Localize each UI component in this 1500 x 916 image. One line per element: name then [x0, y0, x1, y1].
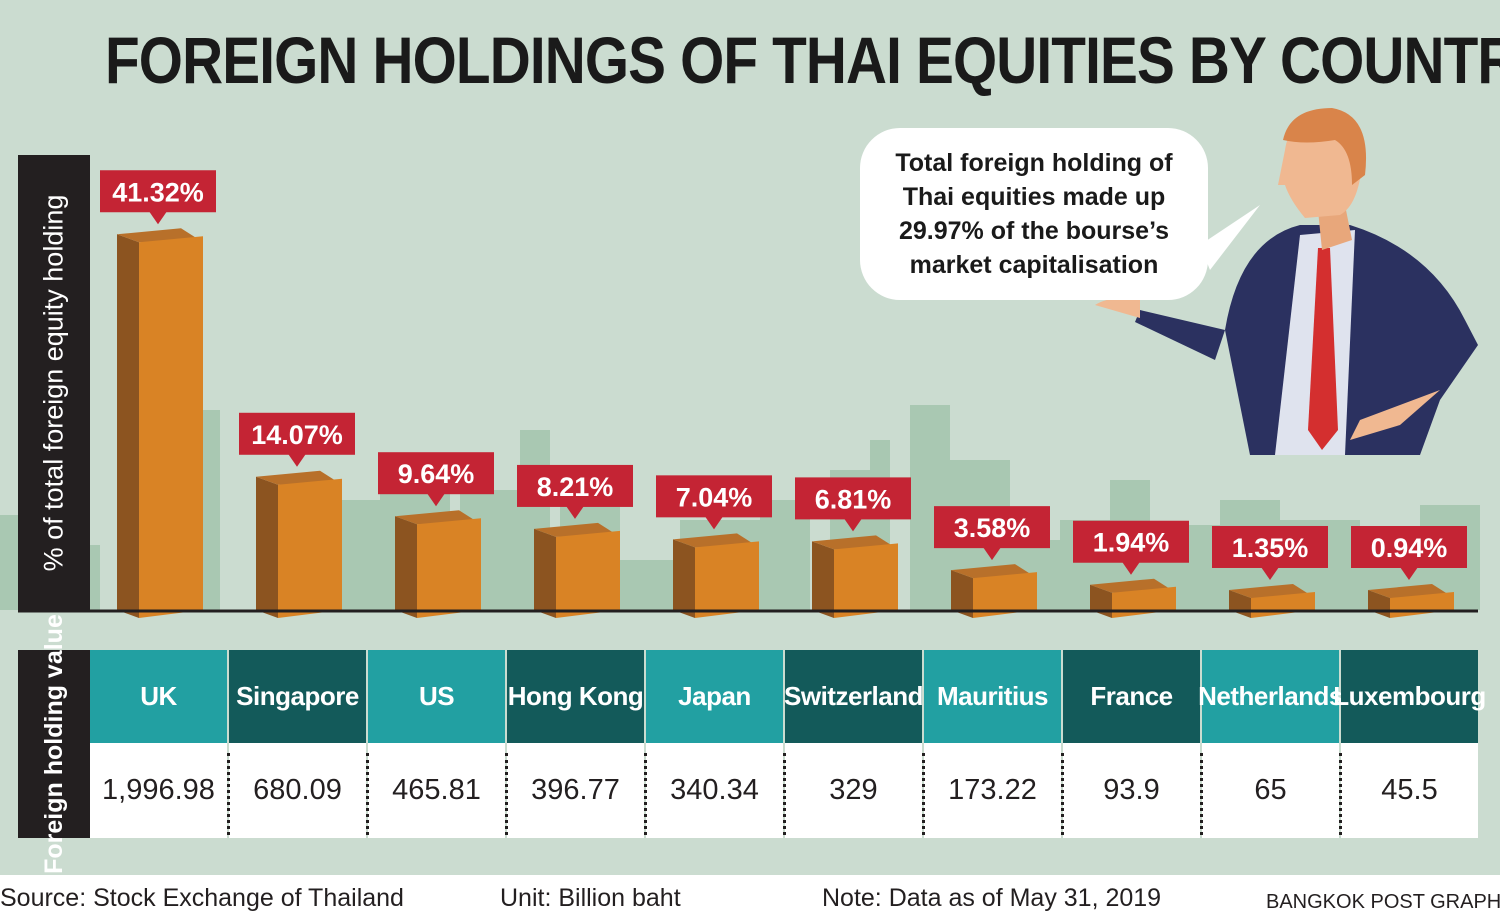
data-label: 1.35%	[1212, 525, 1328, 580]
data-label: 9.64%	[378, 452, 494, 507]
dotted-divider	[922, 753, 925, 835]
speech-bubble: Total foreign holding of Thai equities m…	[860, 128, 1208, 300]
data-label-text: 41.32%	[112, 177, 204, 207]
country-header: Switzerland	[784, 650, 924, 743]
bar-hong-kong	[534, 522, 620, 618]
bar-japan	[673, 533, 759, 618]
bar-front	[834, 543, 898, 618]
holding-value: 93.9	[1063, 743, 1200, 838]
country-header: Mauritius	[924, 650, 1061, 743]
bar-singapore	[256, 470, 342, 618]
bar-front	[973, 572, 1037, 618]
data-label-text: 3.58%	[954, 513, 1031, 543]
dotted-divider	[1339, 753, 1342, 835]
country-header: Netherlands	[1198, 650, 1343, 743]
bar-front	[278, 478, 342, 618]
dotted-divider	[1200, 753, 1203, 835]
country-header: Hong Kong	[507, 650, 644, 743]
bar-front	[417, 518, 481, 618]
dotted-divider	[366, 753, 369, 835]
chart-title: FOREIGN HOLDINGS OF THAI EQUITIES BY COU…	[105, 23, 1500, 97]
y-axis-label: % of total foreign equity holding	[38, 194, 69, 571]
table-column: US 465.81	[368, 650, 505, 838]
table-column: Japan 340.34	[646, 650, 783, 838]
holding-value-table: Foreign holding value UK 1,996.98 Singapor…	[18, 614, 1486, 874]
dotted-divider	[644, 753, 647, 835]
credit: BANGKOK POST GRAPHICS	[1266, 891, 1500, 913]
country-header: UK	[90, 650, 227, 743]
data-label: 6.81%	[795, 477, 911, 532]
bar-side	[256, 476, 278, 618]
table-column: France 93.9	[1063, 650, 1200, 838]
bar-side	[673, 539, 695, 618]
dotted-divider	[1061, 753, 1064, 835]
unit-note: Unit: Billion baht	[500, 884, 681, 912]
callout-text: Total foreign holding of Thai equities m…	[895, 149, 1173, 279]
country-header: US	[368, 650, 505, 743]
skyline-building	[620, 560, 680, 610]
holding-value: 680.09	[229, 743, 366, 838]
skyline-building	[200, 410, 220, 610]
data-label-text: 7.04%	[676, 482, 753, 512]
table-column: Luxembourg 45.5	[1333, 650, 1486, 838]
source-note: Source: Stock Exchange of Thailand	[0, 884, 404, 912]
data-label: 1.94%	[1073, 520, 1189, 575]
dotted-divider	[227, 753, 230, 835]
data-label-text: 6.81%	[815, 484, 892, 514]
bar-switzerland	[812, 535, 898, 618]
data-label-text: 8.21%	[537, 472, 614, 502]
country-header: Luxembourg	[1333, 650, 1486, 743]
bar-front	[556, 530, 620, 618]
bar-mauritius	[951, 564, 1037, 618]
holding-value: 173.22	[924, 743, 1061, 838]
holding-value: 45.5	[1341, 743, 1478, 838]
holding-value: 396.77	[507, 743, 644, 838]
dotted-divider	[783, 753, 786, 835]
data-label: 7.04%	[656, 475, 772, 530]
bar-uk	[117, 228, 203, 618]
bar-front	[139, 236, 203, 618]
data-label: 14.07%	[239, 412, 355, 467]
data-label: 8.21%	[517, 464, 633, 519]
bar-side	[117, 234, 139, 618]
holding-value: 340.34	[646, 743, 783, 838]
bar-side	[812, 541, 834, 618]
bar-side	[395, 516, 417, 618]
table-row-label-cell: Foreign holding value	[18, 614, 90, 874]
country-header: France	[1063, 650, 1200, 743]
country-header: Japan	[646, 650, 783, 743]
table-column: Singapore 680.09	[229, 650, 366, 838]
holding-value: 65	[1202, 743, 1339, 838]
data-label-text: 14.07%	[251, 420, 343, 450]
table-column: Netherlands 65	[1198, 650, 1343, 838]
bar-chart: 41.32% 14.07% 9.64% 8.21% 7.04% 6.81% 3.58% 1.9…	[0, 108, 1480, 618]
businessman-illustration	[1095, 108, 1478, 455]
table-column: Hong Kong 396.77	[507, 650, 644, 838]
dotted-divider	[505, 753, 508, 835]
data-label: 0.94%	[1351, 526, 1467, 580]
holding-value: 465.81	[368, 743, 505, 838]
holding-value: 329	[785, 743, 922, 838]
data-label: 41.32%	[100, 170, 216, 225]
date-note: Note: Data as of May 31, 2019	[822, 884, 1162, 912]
holding-value: 1,996.98	[90, 743, 227, 838]
data-label-text: 9.64%	[398, 459, 475, 489]
country-header: Singapore	[229, 650, 366, 743]
table-column: UK 1,996.98	[90, 650, 227, 838]
table-row-label: Foreign holding value	[40, 614, 68, 874]
data-label-text: 0.94%	[1371, 533, 1448, 563]
data-label-text: 1.94%	[1093, 528, 1170, 558]
table-column: Mauritius 173.22	[924, 650, 1061, 838]
y-axis-label-bar: % of total foreign equity holding	[18, 155, 90, 610]
bar-side	[951, 570, 973, 618]
table-column: Switzerland 329	[784, 650, 924, 838]
bar-us	[395, 510, 481, 618]
bar-side	[534, 528, 556, 618]
data-label: 3.58%	[934, 506, 1050, 561]
data-label-text: 1.35%	[1232, 533, 1309, 563]
bar-front	[695, 541, 759, 618]
